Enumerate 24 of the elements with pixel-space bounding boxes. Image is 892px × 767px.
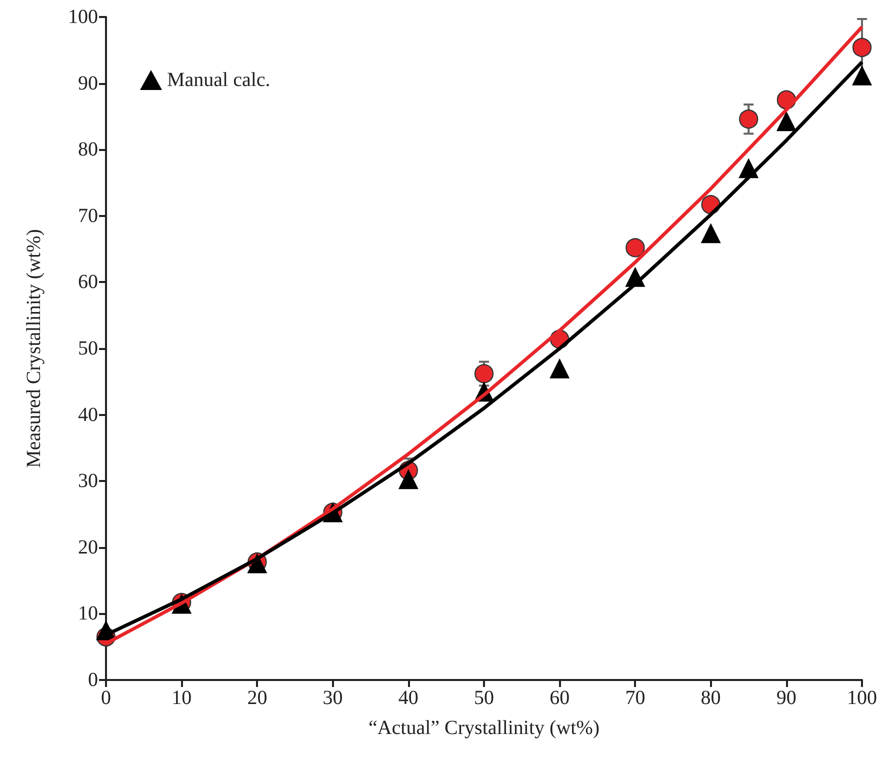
x-tick-label: 90	[776, 687, 796, 709]
x-tick-label: 60	[550, 687, 570, 709]
y-tick-label: 70	[78, 204, 98, 227]
x-tick-label: 30	[322, 687, 343, 709]
y-tick-label: 20	[78, 536, 98, 558]
y-tick-label: 80	[78, 138, 98, 161]
x-tick-label: 100	[847, 687, 877, 709]
x-tick-label: 10	[172, 687, 192, 709]
y-axis-title: Measured Crystallinity (wt%)	[23, 229, 45, 468]
x-axis-title: “Actual” Crystallinity (wt%)	[368, 717, 600, 739]
x-tick-label: 50	[474, 687, 494, 709]
y-tick-label: 0	[88, 669, 98, 691]
x-tick-label: 80	[700, 687, 721, 709]
y-tick-label: 30	[78, 470, 98, 492]
y-tick-label: 40	[78, 404, 98, 426]
y-tick-label: 90	[78, 72, 98, 94]
x-tick-label: 70	[625, 687, 646, 709]
legend-label: Manual calc.	[167, 69, 270, 91]
x-tick-label: 40	[398, 687, 418, 709]
x-tick-label: 20	[247, 687, 268, 709]
y-tick-label: 50	[78, 338, 98, 360]
y-tick-label: 10	[78, 602, 98, 625]
y-tick-label: 100	[68, 6, 98, 28]
y-tick-label: 60	[78, 271, 98, 294]
